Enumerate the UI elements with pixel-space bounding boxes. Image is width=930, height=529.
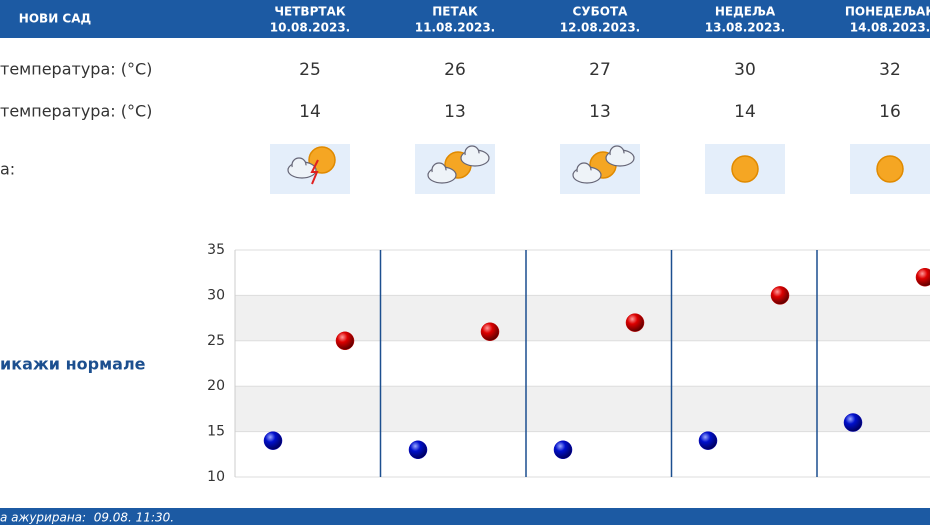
y-tick-label: 20 (207, 378, 225, 394)
cell-value: 14 (299, 102, 321, 122)
day-name: СУБОТА (573, 5, 629, 19)
day-date: 10.08.2023. (270, 21, 350, 35)
cell-value: 16 (879, 102, 901, 122)
cell-value: 32 (879, 60, 901, 80)
temp-point (335, 331, 355, 351)
day-date: 11.08.2023. (415, 21, 495, 35)
day-name: НЕДЕЉА (715, 5, 776, 19)
y-tick-label: 25 (207, 333, 225, 349)
cell-value: 14 (734, 102, 756, 122)
y-tick-label: 30 (207, 287, 225, 303)
temp-point (698, 431, 718, 450)
temp-point (915, 267, 930, 287)
cell-value: 26 (444, 60, 466, 80)
y-tick-label: 10 (207, 469, 225, 485)
day-name: ЧЕТВРТАК (274, 5, 345, 19)
temp-point (843, 413, 863, 432)
temp-point (263, 431, 283, 450)
normals-link[interactable]: икажи нормале (0, 355, 146, 374)
day-date: 12.08.2023. (560, 21, 640, 35)
temp-point (625, 313, 645, 332)
row-label: температура: (°C) (0, 102, 152, 121)
cell-value: 30 (734, 60, 756, 80)
cell-value: 13 (444, 102, 466, 122)
footer-bar (0, 508, 930, 525)
city-title: НОВИ САД (19, 12, 91, 26)
temp-point (770, 286, 790, 305)
cell-value: 13 (589, 102, 611, 122)
day-date: 14.08.2023. (850, 21, 930, 35)
temp-point (553, 440, 573, 460)
row-label: а: (0, 160, 15, 179)
y-tick-label: 35 (207, 242, 225, 258)
day-name: ПЕТАК (432, 5, 478, 19)
row-label: температура: (°C) (0, 60, 152, 79)
update-time: а ажурирана: 09.08. 11:30. (0, 511, 174, 525)
temp-point (408, 440, 428, 460)
cell-value: 25 (299, 60, 321, 80)
grid-band (235, 295, 930, 341)
temp-point (480, 322, 500, 341)
day-date: 13.08.2023. (705, 21, 785, 35)
day-name: ПОНЕДЕЉАК (845, 5, 930, 19)
y-tick-label: 15 (207, 424, 225, 440)
header-bar (0, 0, 930, 38)
weather-icons (270, 144, 930, 194)
grid-band (235, 386, 930, 432)
cell-value: 27 (589, 60, 611, 80)
